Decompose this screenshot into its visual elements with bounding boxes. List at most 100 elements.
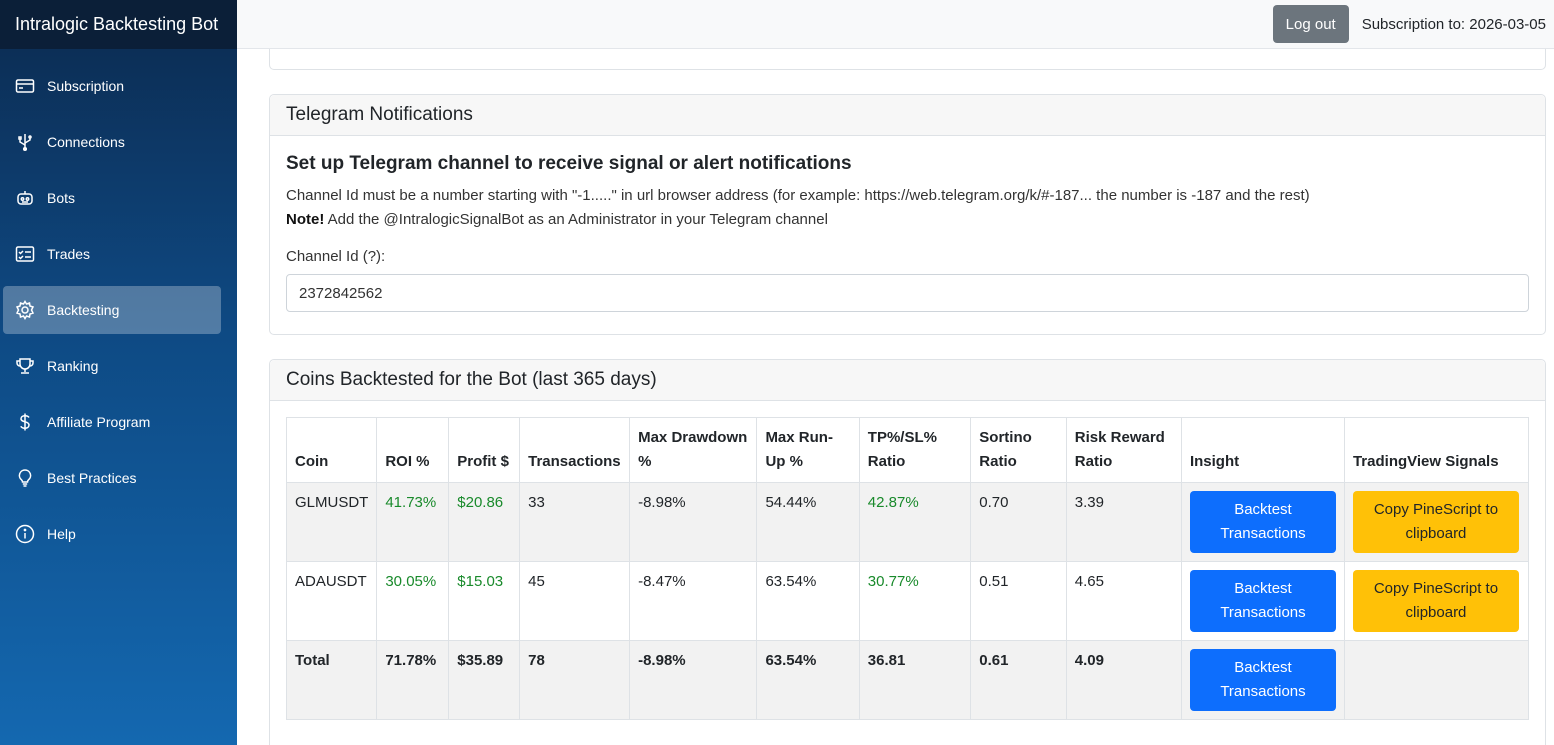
sidebar-item-trades[interactable]: Trades bbox=[3, 230, 221, 278]
backtest-transactions-button[interactable]: Backtest Transactions bbox=[1189, 649, 1336, 711]
sidebar-item-backtesting[interactable]: Backtesting bbox=[3, 286, 221, 334]
robot-icon bbox=[15, 188, 35, 208]
previous-card-bottom bbox=[269, 49, 1546, 70]
cell-risk-reward-ratio: 4.65 bbox=[1065, 561, 1182, 641]
table-header-row: Coin ROI % Profit $ Transactions Max Dra… bbox=[285, 417, 1530, 483]
cell-transactions: 33 bbox=[519, 482, 631, 562]
sidebar-item-label: Bots bbox=[47, 190, 76, 206]
coins-card-body: Coin ROI % Profit $ Transactions Max Dra… bbox=[270, 401, 1545, 736]
cell-roi: 71.78% bbox=[376, 640, 450, 720]
telegram-title: Set up Telegram channel to receive signa… bbox=[286, 153, 852, 174]
sidebar-item-ranking[interactable]: Ranking bbox=[3, 342, 221, 390]
cell-profit: $20.86 bbox=[448, 482, 521, 562]
sidebar-item-label: Best Practices bbox=[47, 470, 137, 486]
cell-max-drawdown: -8.98% bbox=[629, 640, 758, 720]
column-header-tradingview-signals: TradingView Signals bbox=[1343, 417, 1530, 483]
sidebar-item-connections[interactable]: Connections bbox=[3, 118, 221, 166]
column-header-max-drawdown: Max Drawdown % bbox=[629, 417, 758, 483]
cell-roi: 41.73% bbox=[376, 482, 450, 562]
cell-max-drawdown: -8.98% bbox=[629, 482, 758, 562]
channel-id-input[interactable] bbox=[286, 274, 1529, 312]
checklist-icon bbox=[15, 244, 35, 264]
coins-table: Coin ROI % Profit $ Transactions Max Dra… bbox=[285, 417, 1530, 720]
cell-max-runup: 54.44% bbox=[756, 482, 860, 562]
cell-coin: GLMUSDT bbox=[285, 482, 378, 562]
copy-pinescript-button[interactable]: Copy PineScript to clipboard bbox=[1352, 570, 1519, 632]
table-total-row: Total 71.78% $35.89 78 -8.98% 63.54% 36.… bbox=[285, 640, 1530, 720]
column-header-coin: Coin bbox=[285, 417, 378, 483]
column-header-tpsl-ratio: TP%/SL% Ratio bbox=[858, 417, 972, 483]
cell-transactions: 78 bbox=[519, 640, 631, 720]
backtest-transactions-button[interactable]: Backtest Transactions bbox=[1189, 491, 1336, 553]
telegram-card-body: Set up Telegram channel to receive signa… bbox=[270, 136, 1545, 329]
telegram-card: Telegram Notifications Set up Telegram c… bbox=[269, 94, 1546, 335]
cell-tpsl-ratio: 36.81 bbox=[858, 640, 972, 720]
cell-coin: ADAUSDT bbox=[285, 561, 378, 641]
column-header-insight: Insight bbox=[1180, 417, 1345, 483]
column-header-max-runup: Max Run-Up % bbox=[756, 417, 860, 483]
telegram-note: Note! Add the @IntralogicSignalBot as an… bbox=[286, 208, 1529, 232]
sidebar-item-label: Help bbox=[47, 526, 76, 542]
sidebar-item-affiliate-program[interactable]: Affiliate Program bbox=[3, 398, 221, 446]
cell-max-runup: 63.54% bbox=[756, 561, 860, 641]
column-header-profit: Profit $ bbox=[448, 417, 521, 483]
cell-profit: $35.89 bbox=[448, 640, 521, 720]
main-content: Telegram Notifications Set up Telegram c… bbox=[237, 49, 1554, 745]
sidebar: Intralogic Backtesting Bot Subscription … bbox=[0, 0, 237, 745]
sidebar-item-bots[interactable]: Bots bbox=[3, 174, 221, 222]
subscription-status: Subscription to: 2026-03-05 bbox=[1361, 15, 1546, 33]
sidebar-item-label: Affiliate Program bbox=[47, 414, 151, 430]
logout-button[interactable]: Log out bbox=[1272, 5, 1349, 43]
dollar-icon bbox=[15, 412, 35, 432]
sidebar-item-label: Subscription bbox=[47, 78, 125, 94]
telegram-card-header: Telegram Notifications bbox=[270, 95, 1545, 136]
sidebar-item-label: Backtesting bbox=[47, 302, 120, 318]
cell-transactions: 45 bbox=[519, 561, 631, 641]
cell-risk-reward-ratio: 4.09 bbox=[1065, 640, 1182, 720]
coins-card: Coins Backtested for the Bot (last 365 d… bbox=[269, 359, 1546, 745]
lightbulb-icon bbox=[15, 468, 35, 488]
cell-tradingview: Copy PineScript to clipboard bbox=[1343, 561, 1530, 641]
sidebar-item-subscription[interactable]: Subscription bbox=[3, 62, 221, 110]
cell-tradingview: Copy PineScript to clipboard bbox=[1343, 482, 1530, 562]
sidebar-item-label: Ranking bbox=[47, 358, 99, 374]
cell-sortino-ratio: 0.51 bbox=[970, 561, 1067, 641]
column-header-sortino-ratio: Sortino Ratio bbox=[970, 417, 1067, 483]
cell-max-drawdown: -8.47% bbox=[629, 561, 758, 641]
sidebar-item-help[interactable]: Help bbox=[3, 510, 221, 558]
sidebar-item-label: Trades bbox=[47, 246, 91, 262]
cell-insight: Backtest Transactions bbox=[1180, 561, 1345, 641]
cell-max-runup: 63.54% bbox=[756, 640, 860, 720]
cell-tpsl-ratio: 42.87% bbox=[858, 482, 972, 562]
column-header-risk-reward-ratio: Risk Reward Ratio bbox=[1065, 417, 1182, 483]
sidebar-item-best-practices[interactable]: Best Practices bbox=[3, 454, 221, 502]
gear-icon bbox=[15, 300, 35, 320]
cell-coin: Total bbox=[285, 640, 378, 720]
table-row: GLMUSDT 41.73% $20.86 33 -8.98% 54.44% 4… bbox=[285, 482, 1530, 562]
trophy-icon bbox=[15, 356, 35, 376]
cell-roi: 30.05% bbox=[376, 561, 450, 641]
note-label: Note! bbox=[286, 211, 325, 228]
cell-tpsl-ratio: 30.77% bbox=[858, 561, 972, 641]
usb-plug-icon bbox=[15, 132, 35, 152]
info-icon bbox=[15, 524, 35, 544]
copy-pinescript-button[interactable]: Copy PineScript to clipboard bbox=[1352, 491, 1519, 553]
cell-sortino-ratio: 0.61 bbox=[970, 640, 1067, 720]
sidebar-item-label: Connections bbox=[47, 134, 125, 150]
cell-tradingview bbox=[1343, 640, 1530, 720]
backtest-transactions-button[interactable]: Backtest Transactions bbox=[1189, 570, 1336, 632]
brand-title[interactable]: Intralogic Backtesting Bot bbox=[0, 0, 237, 49]
cell-insight: Backtest Transactions bbox=[1180, 640, 1345, 720]
telegram-description: Channel Id must be a number starting wit… bbox=[286, 187, 1310, 204]
column-header-transactions: Transactions bbox=[519, 417, 631, 483]
coins-card-header: Coins Backtested for the Bot (last 365 d… bbox=[270, 360, 1545, 401]
note-text: Add the @IntralogicSignalBot as an Admin… bbox=[324, 211, 828, 228]
credit-card-icon bbox=[15, 76, 35, 96]
channel-id-label[interactable]: Channel Id (?): bbox=[286, 248, 386, 265]
cell-profit: $15.03 bbox=[448, 561, 521, 641]
table-row: ADAUSDT 30.05% $15.03 45 -8.47% 63.54% 3… bbox=[285, 561, 1530, 641]
cell-risk-reward-ratio: 3.39 bbox=[1065, 482, 1182, 562]
top-bar: Log out Subscription to: 2026-03-05 bbox=[237, 0, 1554, 49]
column-header-roi: ROI % bbox=[376, 417, 450, 483]
sidebar-nav: Subscription Connections Bots Trades Bac… bbox=[0, 62, 237, 558]
